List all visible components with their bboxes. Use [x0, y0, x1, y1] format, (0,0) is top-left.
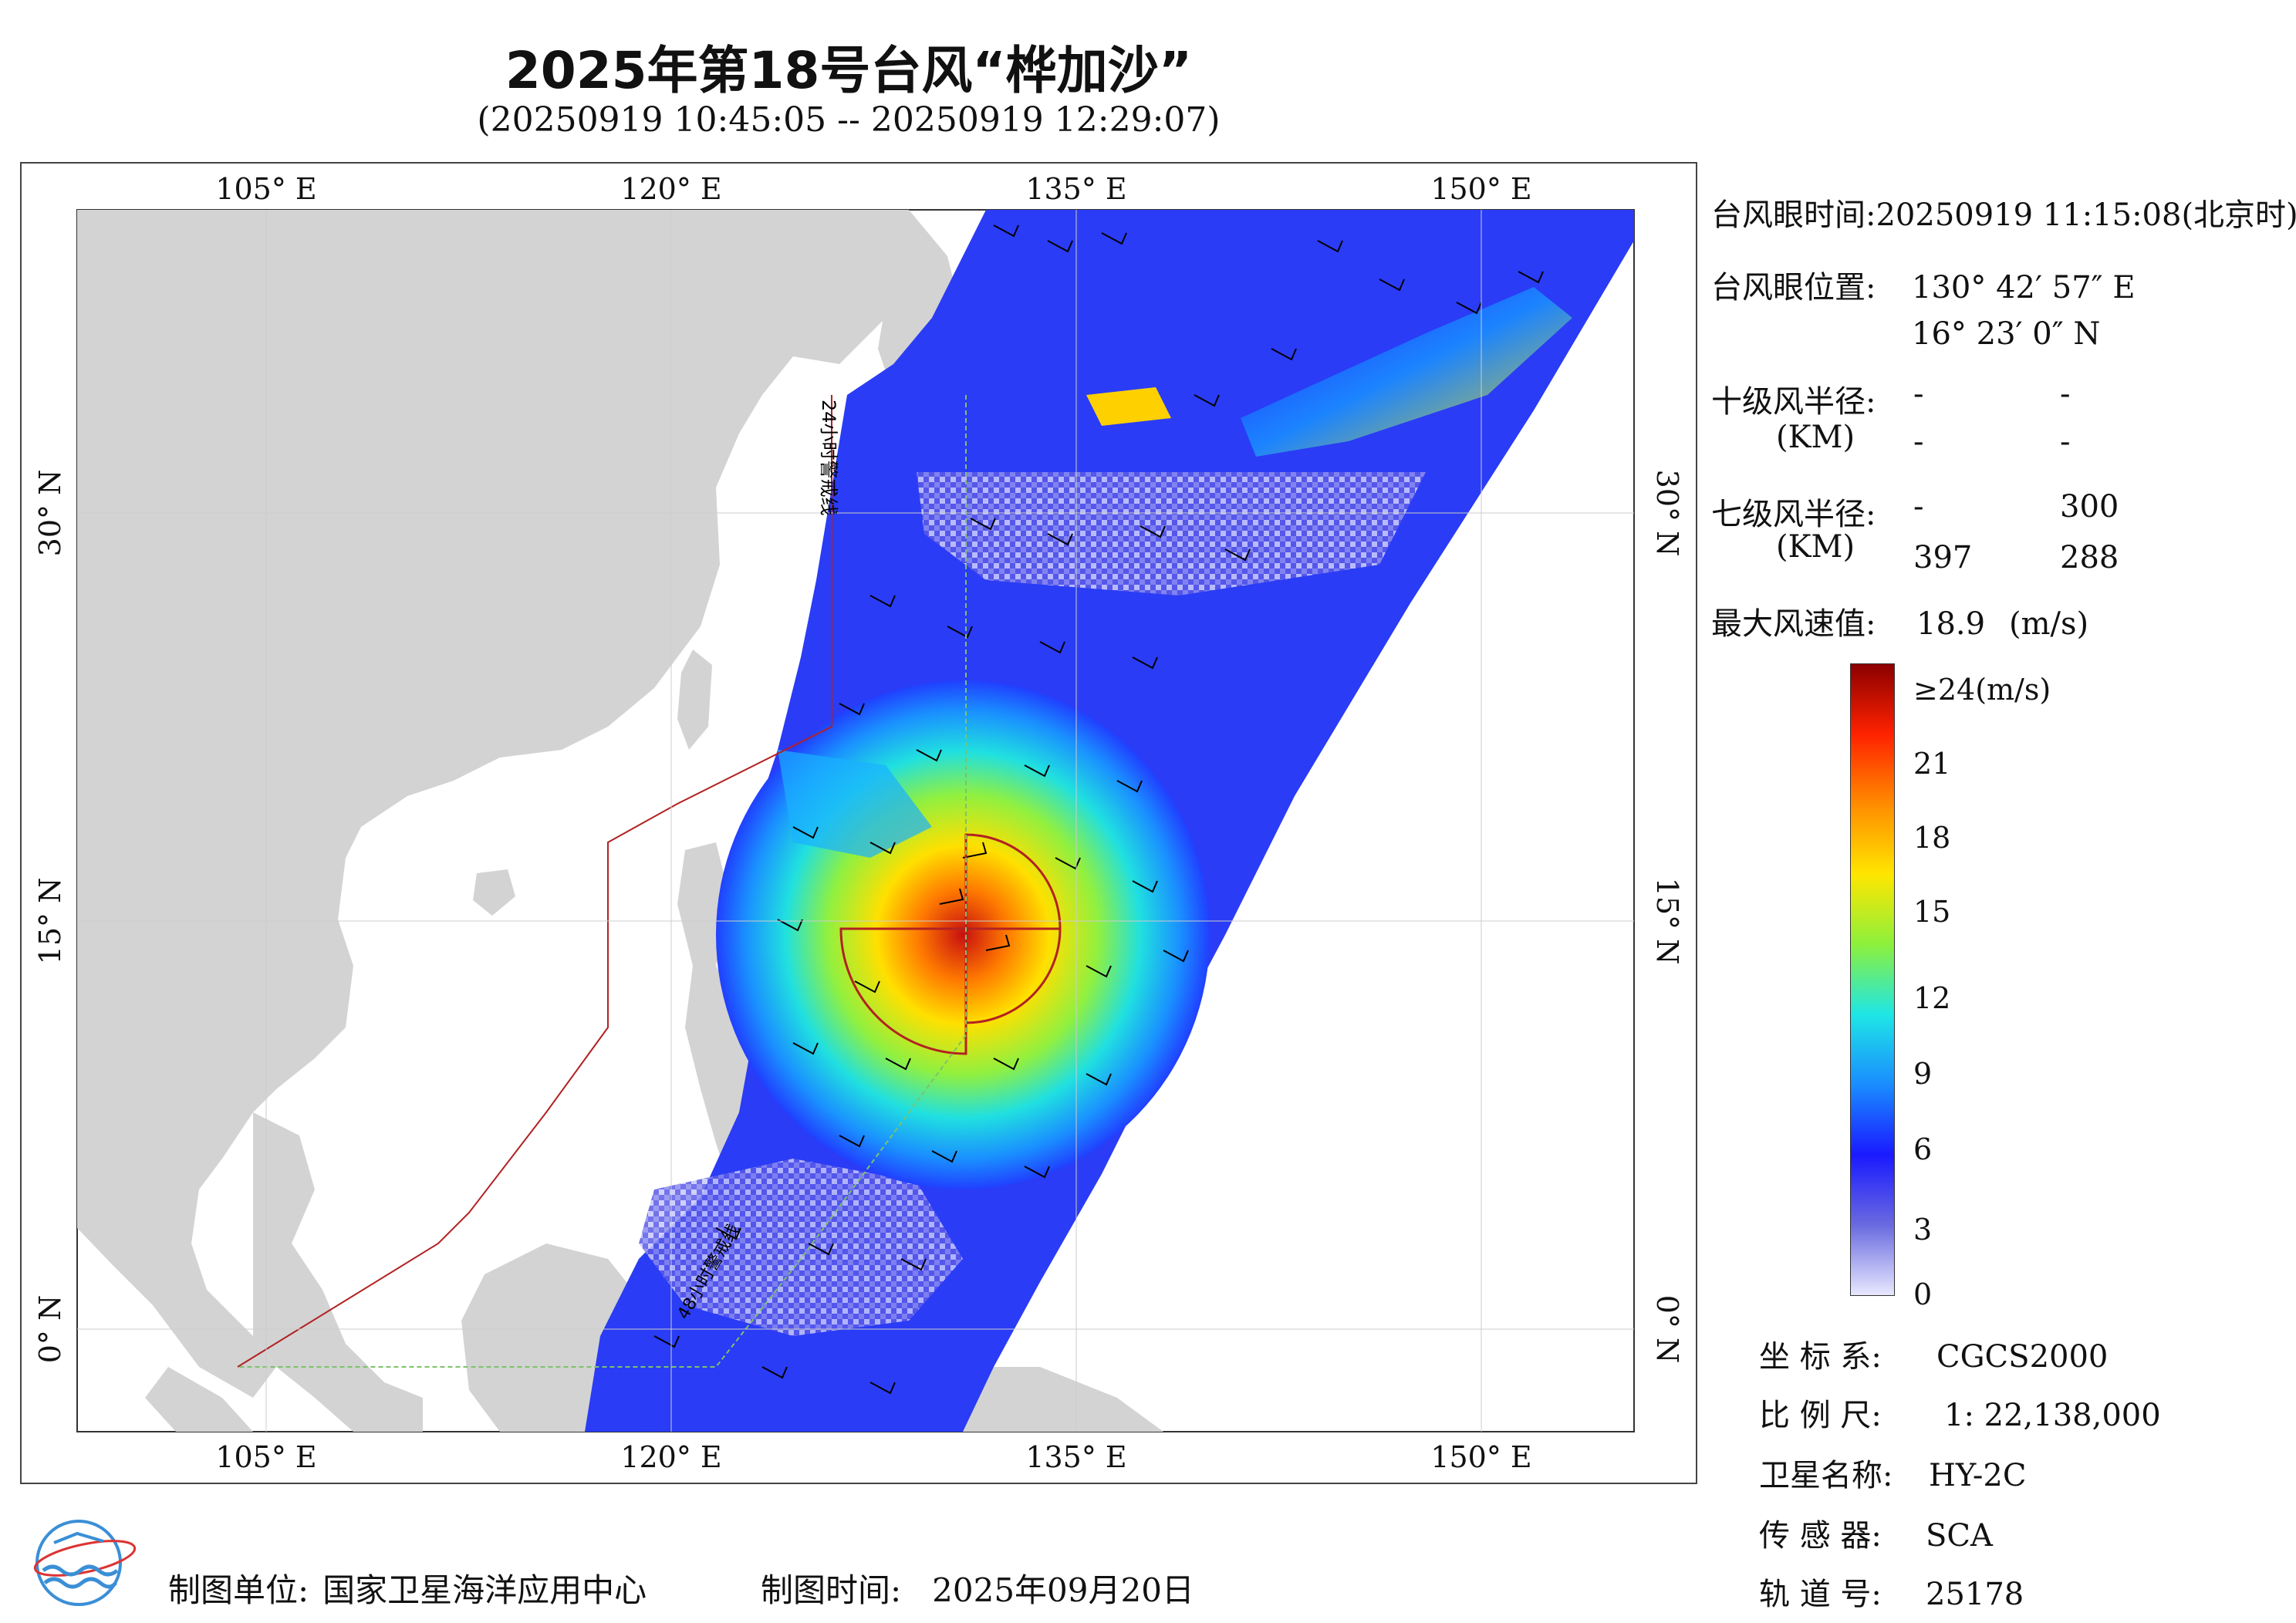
nsoas-logo [33, 1520, 137, 1606]
warning-line-24h [237, 395, 832, 1368]
wind-speed-colorbar [1850, 663, 1895, 1296]
date-label: 制图时间: [761, 1571, 902, 1609]
orbit-row: 轨 道 号: 25178 [1759, 1569, 2024, 1614]
r10-unit: (KM) [1776, 420, 1855, 455]
legend-title: ≥24(m/s) [1913, 673, 2051, 707]
lat-label-left-30: 30° N [33, 470, 67, 557]
map-title: 2025年第18号台风“桦加沙” [505, 41, 1193, 100]
max-wind-unit: (m/s) [2009, 606, 2089, 642]
r7-value-sw: 397 [1913, 540, 1973, 575]
lat-label-right-15: 15° N [1650, 878, 1684, 965]
legend-tick-18: 18 [1913, 821, 1951, 855]
eye-time-label: 台风眼时间: [1711, 197, 1876, 233]
max-wind-value: 18.9 [1916, 606, 1986, 642]
producer-label: 制图单位: [168, 1571, 309, 1609]
lon-label-bottom-150: 150° E [1430, 1440, 1531, 1474]
lon-label-bottom-105: 105° E [215, 1440, 316, 1474]
producer-value: 国家卫星海洋应用中心 [322, 1571, 647, 1609]
lon-label-top-135: 135° E [1025, 172, 1126, 206]
lon-label-top-105: 105° E [215, 172, 316, 206]
lon-label-bottom-120: 120° E [620, 1440, 721, 1474]
eye-pos-label: 台风眼位置: [1711, 270, 1876, 305]
eye-position: 台风眼位置: 130° 42′ 57″ E [1711, 262, 2136, 307]
map-frame: 24小时警戒线 48小时警戒线 105° E 120° E 135° E 150… [20, 162, 1697, 1484]
legend-tick-3: 3 [1913, 1213, 1933, 1247]
warning-line-48h [238, 395, 967, 1368]
legend-tick-12: 12 [1913, 981, 1951, 1015]
legend-tick-15: 15 [1913, 895, 1951, 929]
wind-barbs [653, 224, 1544, 1395]
wind-radius-7 [839, 833, 1062, 1055]
scale-row: 比 例 尺: 1: 22,138,000 [1759, 1390, 2161, 1435]
max-wind: 最大风速值: 18.9 (m/s) [1711, 599, 2088, 643]
sensor-label: 传 感 器: [1759, 1518, 1882, 1554]
satellite-label: 卫星名称: [1759, 1458, 1893, 1493]
r7-value-ne: - [1913, 489, 1924, 525]
lon-label-top-150: 150° E [1430, 172, 1531, 206]
r10-label: 十级风半径: [1711, 384, 1876, 420]
map-subtitle: (20250919 10:45:05 -- 20250919 12:29:07) [477, 100, 1221, 140]
r10-value-sw: - [1913, 424, 1924, 460]
sensor-row: 传 感 器: SCA [1759, 1510, 1993, 1555]
satellite-row: 卫星名称: HY-2C [1759, 1450, 2026, 1495]
scale-value: 1: 22,138,000 [1944, 1398, 2161, 1433]
r10-value-nw: - [2060, 424, 2071, 460]
legend-tick-21: 21 [1913, 747, 1951, 781]
crs-row: 坐 标 系: CGCS2000 [1759, 1331, 2108, 1376]
r7-unit: (KM) [1776, 529, 1855, 565]
crs-value: CGCS2000 [1936, 1339, 2109, 1375]
warning-label-24h: 24小时警戒线 [818, 400, 839, 516]
lat-label-right-0: 0° N [1650, 1295, 1684, 1364]
lat-label-right-30: 30° N [1650, 470, 1684, 557]
lat-label-left-15: 15° N [33, 878, 67, 965]
eye-time: 台风眼时间:20250919 11:15:08(北京时) [1711, 190, 2296, 235]
crs-label: 坐 标 系: [1759, 1339, 1882, 1375]
eye-lat: 16° 23′ 0″ N [1912, 316, 2101, 352]
sensor-value: SCA [1926, 1518, 1993, 1554]
legend-tick-0: 0 [1913, 1277, 1933, 1311]
r7-value-se: 300 [2060, 489, 2119, 525]
lon-label-bottom-135: 135° E [1025, 1440, 1126, 1474]
r10-value-ne: - [1913, 376, 1924, 412]
orbit-value: 25178 [1926, 1577, 2024, 1612]
eye-time-value: 20250919 11:15:08(北京时) [1876, 197, 2296, 233]
legend-tick-9: 9 [1913, 1057, 1933, 1091]
r7-value-nw: 288 [2060, 540, 2119, 575]
max-wind-label: 最大风速值: [1711, 606, 1876, 642]
satellite-value: HY-2C [1929, 1458, 2027, 1493]
orbit-label: 轨 道 号: [1759, 1577, 1882, 1612]
legend-tick-6: 6 [1913, 1132, 1933, 1166]
r7-label: 七级风半径: [1711, 497, 1876, 532]
footer-producer: 制图单位: 国家卫星海洋应用中心 [168, 1564, 647, 1611]
footer-date: 制图时间: 2025年09月20日 [761, 1564, 1194, 1611]
date-value: 2025年09月20日 [932, 1571, 1194, 1609]
lon-label-top-120: 120° E [620, 172, 721, 206]
r10-value-se: - [2060, 376, 2071, 412]
scale-label: 比 例 尺: [1759, 1398, 1882, 1433]
lat-label-left-0: 0° N [33, 1295, 67, 1364]
wind-swath [585, 210, 1634, 1432]
wind-field-map: 24小时警戒线 48小时警戒线 105° E 120° E 135° E 150… [33, 172, 1684, 1474]
eye-lon: 130° 42′ 57″ E [1912, 270, 2136, 305]
graticule [77, 210, 1634, 1432]
